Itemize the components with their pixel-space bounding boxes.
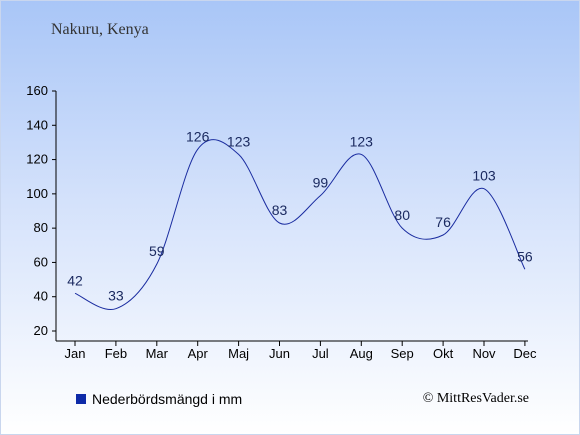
y-tick-label: 160 xyxy=(26,83,48,98)
data-label: 76 xyxy=(435,214,451,230)
y-tick-label: 40 xyxy=(34,289,48,304)
axes xyxy=(52,90,528,346)
data-label: 56 xyxy=(517,248,533,264)
series-line xyxy=(74,139,526,311)
data-label: 80 xyxy=(394,207,410,223)
data-label: 99 xyxy=(313,175,329,191)
data-label: 123 xyxy=(227,133,251,149)
place-title: Nakuru, Kenya xyxy=(51,21,149,38)
legend: Nederbördsmängd i mm xyxy=(76,391,242,407)
x-tick-label: Sep xyxy=(391,346,414,361)
x-tick-label: Aug xyxy=(350,346,373,361)
x-tick-label: Mar xyxy=(146,346,169,361)
x-tick-label: Jun xyxy=(269,346,290,361)
y-tick-label: 20 xyxy=(34,323,48,338)
x-tick-label: Nov xyxy=(472,346,496,361)
x-tick-label: Jul xyxy=(312,346,329,361)
data-label: 42 xyxy=(67,272,83,288)
x-tick-label: Okt xyxy=(433,346,454,361)
x-tick-label: Feb xyxy=(105,346,127,361)
data-label: 33 xyxy=(108,288,124,304)
legend-label: Nederbördsmängd i mm xyxy=(92,391,243,407)
data-label: 123 xyxy=(350,133,374,149)
data-labels: 42 33 59 126 123 83 99 123 80 76 103 56 xyxy=(67,128,533,303)
data-label: 126 xyxy=(186,128,210,144)
site-credit: © MittResVader.se xyxy=(422,391,529,406)
data-label: 83 xyxy=(272,202,288,218)
y-tick-label: 100 xyxy=(26,186,48,201)
y-tick-label: 120 xyxy=(26,152,48,167)
x-tick-label: Maj xyxy=(228,346,249,361)
x-tick-label: Jan xyxy=(65,346,86,361)
y-tick-label: 60 xyxy=(34,254,48,269)
data-label: 59 xyxy=(149,243,165,259)
y-tick-label: 140 xyxy=(26,117,48,132)
x-tick-label: Dec xyxy=(513,346,537,361)
data-label: 103 xyxy=(472,168,496,184)
x-tick-label: Apr xyxy=(188,346,209,361)
tick-labels: 20 40 60 80 100 120 140 160 Jan Feb Mar Apr Maj Jun Ju… xyxy=(26,83,537,361)
y-tick-label: 80 xyxy=(34,220,48,235)
legend-swatch xyxy=(76,394,86,404)
